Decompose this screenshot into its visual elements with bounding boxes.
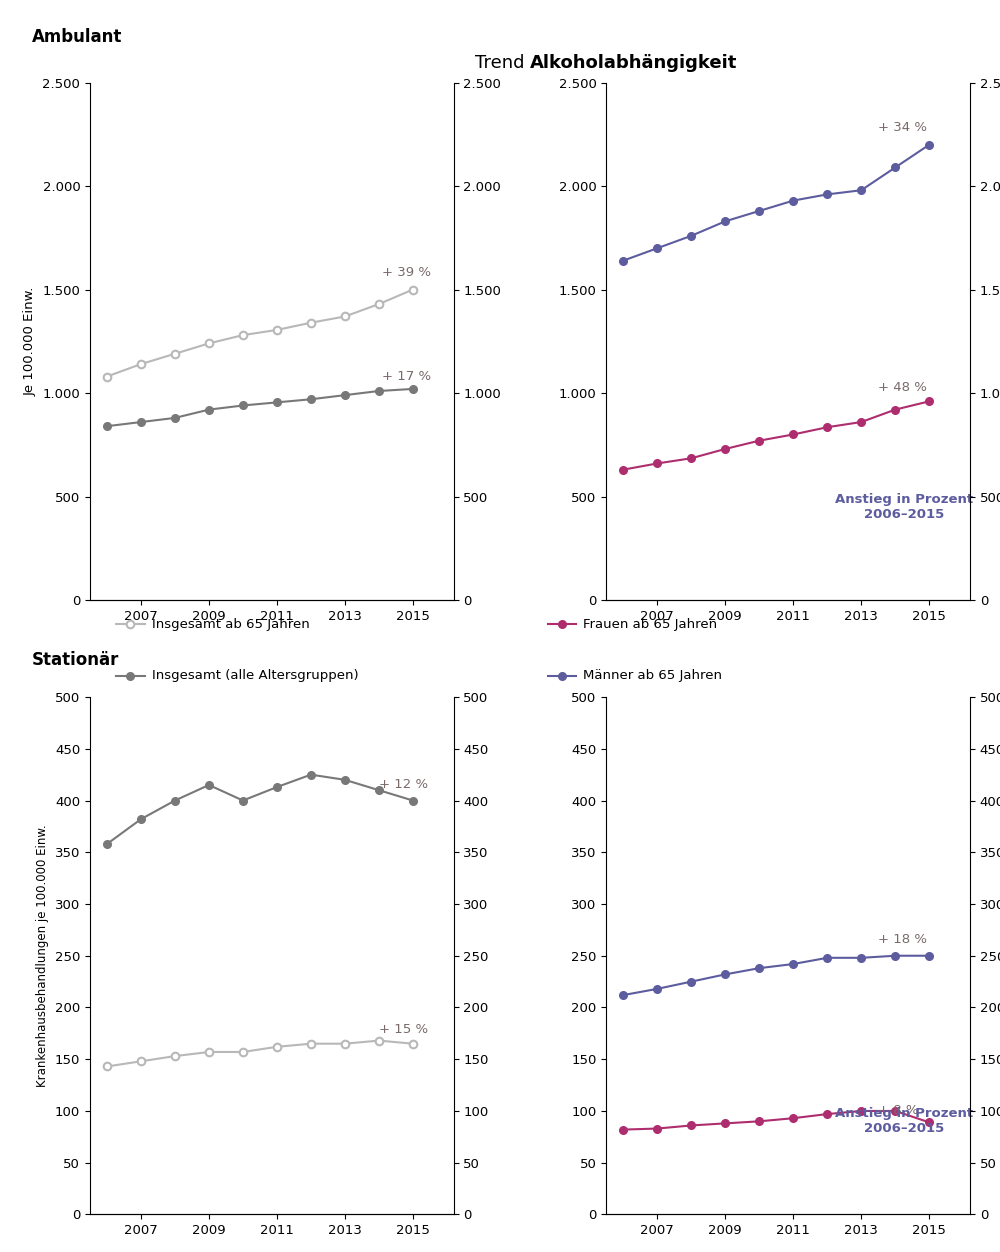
Text: Männer ab 65 Jahren: Männer ab 65 Jahren	[583, 670, 722, 682]
Text: Insgesamt (alle Altersgruppen): Insgesamt (alle Altersgruppen)	[152, 670, 358, 682]
Text: Anstieg in Prozent
2006–2015: Anstieg in Prozent 2006–2015	[835, 493, 974, 521]
Text: + 15 %: + 15 %	[379, 1023, 428, 1037]
Text: Ambulant: Ambulant	[32, 29, 122, 46]
Text: + 48 %: + 48 %	[878, 381, 927, 394]
Text: + 8 %: + 8 %	[878, 1104, 919, 1117]
Text: Insgesamt ab 65 Jahren: Insgesamt ab 65 Jahren	[152, 617, 309, 631]
Text: + 34 %: + 34 %	[878, 121, 927, 134]
Y-axis label: Krankenhausbehandlungen je 100.000 Einw.: Krankenhausbehandlungen je 100.000 Einw.	[36, 824, 49, 1087]
Text: + 39 %: + 39 %	[382, 267, 431, 279]
Text: Anstieg in Prozent
2006–2015: Anstieg in Prozent 2006–2015	[835, 1107, 974, 1136]
Text: + 17 %: + 17 %	[382, 369, 431, 383]
Text: Trend: Trend	[475, 54, 530, 73]
Text: Alkoholabhängigkeit: Alkoholabhängigkeit	[530, 54, 737, 73]
Text: + 12 %: + 12 %	[379, 777, 428, 791]
Text: + 18 %: + 18 %	[878, 933, 927, 947]
Text: Frauen ab 65 Jahren: Frauen ab 65 Jahren	[583, 617, 717, 631]
Y-axis label: Je 100.000 Einw.: Je 100.000 Einw.	[24, 287, 37, 396]
Text: Stationär: Stationär	[32, 651, 119, 669]
